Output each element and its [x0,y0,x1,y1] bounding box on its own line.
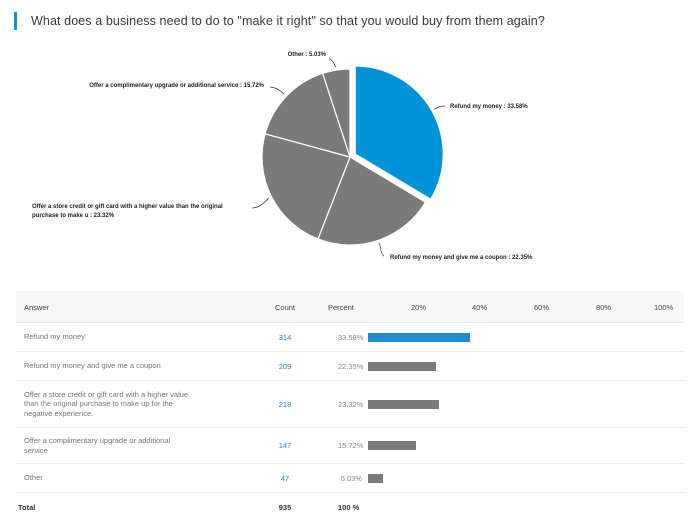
question-accent-bar [14,12,17,30]
question-text: What does a business need to do to "make… [31,14,545,28]
answer-cell: Offer a store credit or gift card with a… [24,389,189,418]
pie-leader-line [269,86,285,95]
percent-cell: 22.35% [338,361,364,371]
percent-bar [368,441,416,450]
table-header: Answer Count Percent 20% 40% 60% 80% 100… [16,291,684,323]
total-count: 935 [278,503,292,512]
answer-cell: Offer a complimentary upgrade or additio… [24,436,171,455]
table-row: Refund my money 314 33.58% [16,323,684,352]
percent-cell: 5.03% [340,473,362,483]
table-row: Offer a store credit or gift card with a… [16,381,684,428]
table-total-row: Total 935 100 % [16,493,684,521]
pie-slice-label: Offer a store credit or gift card with a… [32,204,223,219]
header-percent: Percent [328,303,354,312]
header-count: Count [274,303,295,312]
pie-slice[interactable] [354,65,444,201]
pie-leader-line [379,243,385,257]
header-answer: Answer [24,303,50,312]
pie-slice[interactable] [261,133,351,240]
header-tick-60: 60% [534,303,550,312]
table-body: Refund my money 314 33.58% Refund my money … [16,323,684,493]
pie-slice[interactable] [321,68,351,158]
count-link[interactable]: 218 [278,399,292,409]
pie-slice-label: Other : 5.03% [288,52,327,58]
pie-leader-line [434,105,446,110]
total-label: Total [18,503,36,512]
pie-slice-label: Refund my money : 33.58% [450,104,528,110]
answer-cell: Refund my money and give me a coupon [24,361,161,371]
count-link[interactable]: 314 [278,332,292,342]
percent-cell: 15.72% [338,441,364,450]
pie-leader-line [328,58,337,68]
count-link[interactable]: 209 [278,361,292,371]
header-tick-40: 40% [472,303,488,312]
percent-bar [368,473,384,483]
percent-cell: 33.58% [338,332,364,342]
pie-chart: Refund my money : 33.58% Refund my money … [32,52,533,261]
table-row: Refund my money and give me a coupon 209 2… [16,352,684,381]
table-row: Other 47 5.03% [16,464,684,493]
pie-slice[interactable] [264,72,351,158]
pie-leader-line [251,197,269,209]
answer-cell: Refund my money [24,332,85,342]
percent-bar [368,399,440,409]
table-row: Offer a complimentary upgrade or additio… [16,428,684,464]
results-table: Answer Count Percent 20% 40% 60% 80% 100… [16,291,684,521]
percent-cell: 23.32% [338,399,364,409]
pie-slice-label: Offer a complimentary upgrade or additio… [89,83,264,89]
count-link[interactable]: 47 [280,473,290,483]
header-tick-80: 80% [596,303,612,312]
percent-bar [368,332,471,342]
percent-bar [368,361,437,371]
header-tick-100: 100% [654,303,674,312]
pie-slice-label: Refund my money and give me a coupon : 2… [390,255,533,261]
count-link[interactable]: 147 [278,441,292,450]
pie-slice[interactable] [317,156,427,246]
total-percent: 100 % [338,503,360,512]
answer-cell: Other [24,473,43,483]
question-header: What does a business need to do to "make… [14,12,545,30]
header-tick-20: 20% [411,303,427,312]
